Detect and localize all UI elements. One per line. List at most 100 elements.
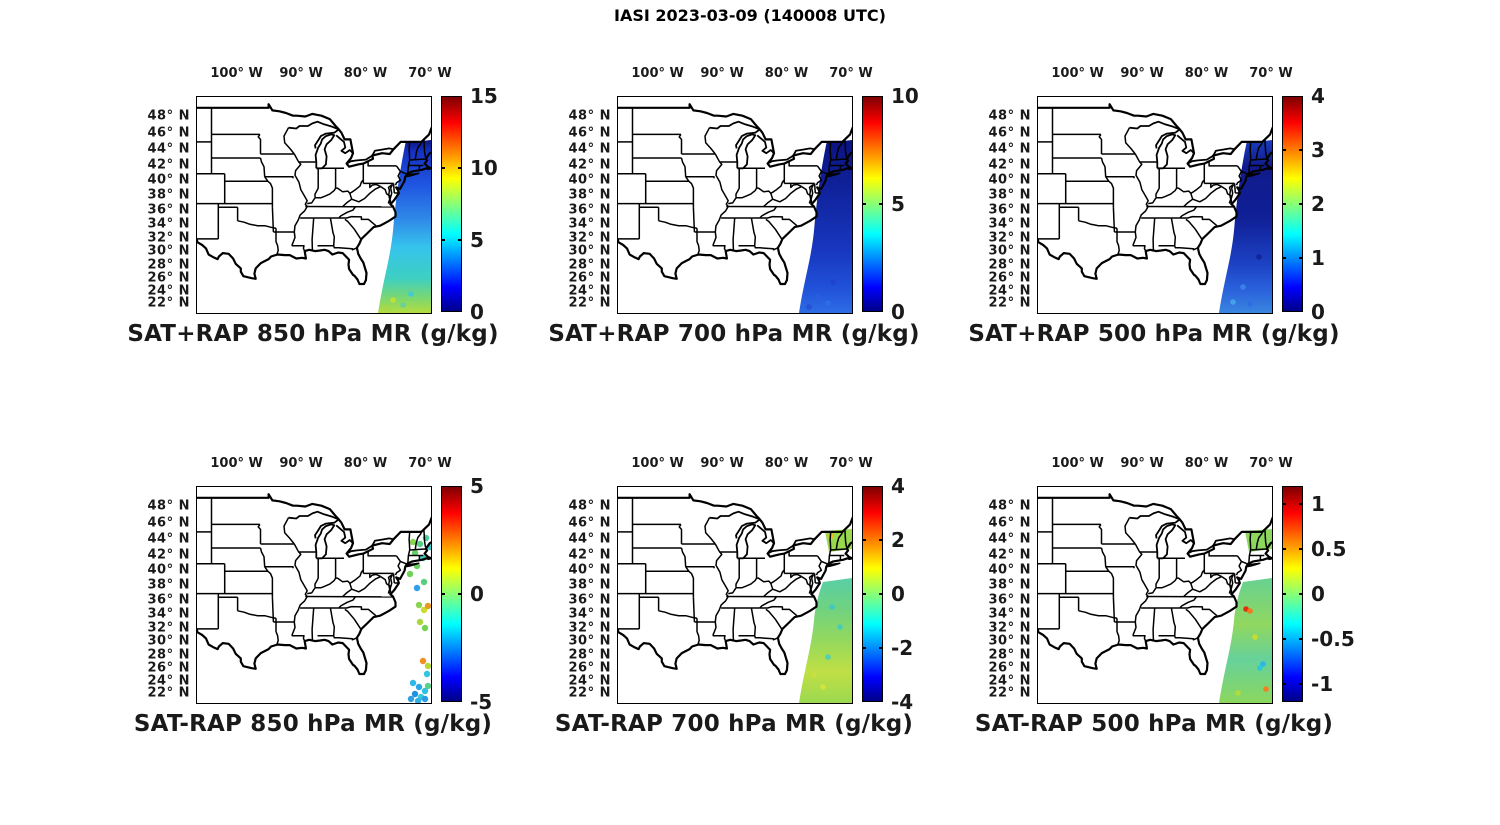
state-border bbox=[1132, 543, 1149, 636]
state-border bbox=[685, 566, 695, 598]
state-border bbox=[728, 569, 785, 595]
state-border bbox=[271, 207, 275, 233]
state-border bbox=[685, 176, 715, 179]
lat-tick-label: 34° N bbox=[147, 216, 190, 232]
lat-tick-label: 30° N bbox=[568, 243, 611, 259]
lat-tick-label: 48° N bbox=[568, 108, 611, 124]
state-border bbox=[1124, 127, 1136, 155]
state-border bbox=[369, 183, 382, 189]
state-border bbox=[750, 607, 757, 636]
colorbar-gradient bbox=[863, 97, 882, 311]
lat-tick-label: 32° N bbox=[988, 230, 1031, 246]
state-border bbox=[763, 583, 774, 598]
data-point bbox=[409, 679, 417, 687]
state-border bbox=[344, 608, 362, 630]
colorbar-tick-label: 0 bbox=[1311, 300, 1325, 324]
lat-tick-label: 26° N bbox=[988, 270, 1031, 286]
lat-tick-label: 38° N bbox=[568, 187, 611, 203]
map-canvas bbox=[617, 486, 853, 704]
colorbar-tick-label: 5 bbox=[470, 474, 484, 498]
state-border bbox=[1233, 183, 1237, 194]
state-border bbox=[1179, 206, 1198, 219]
colorbar-tick-mark bbox=[879, 539, 883, 541]
state-border bbox=[1245, 562, 1261, 568]
lat-tick-label: 32° N bbox=[147, 620, 190, 636]
map-canvas bbox=[617, 96, 853, 314]
panel-sat-plus-rap-850: 100° W 90° W 80° W 70° W 48° N 46° N 44° N 42° … bbox=[120, 54, 540, 362]
state-border bbox=[291, 153, 308, 246]
lat-tick-label: 26° N bbox=[988, 660, 1031, 676]
state-border bbox=[394, 165, 402, 186]
great-lake-outline bbox=[1155, 133, 1177, 170]
lon-tick-label: 70° W bbox=[1249, 66, 1293, 81]
lat-tick-label: 40° N bbox=[147, 172, 190, 188]
state-border bbox=[815, 555, 823, 576]
lat-tick-label: 30° N bbox=[988, 243, 1031, 259]
panel-title: SAT-RAP 500 hPa MR (g/kg) bbox=[974, 711, 1334, 737]
great-lake-outline bbox=[709, 510, 761, 521]
state-border bbox=[1235, 555, 1243, 576]
colorbar-tick-mark bbox=[458, 239, 462, 241]
colorbar-gradient bbox=[1283, 487, 1302, 701]
state-border bbox=[369, 573, 382, 579]
state-border bbox=[828, 531, 832, 564]
lat-tick-label: 36° N bbox=[147, 202, 190, 218]
colorbar-tick-label: 2 bbox=[1311, 192, 1325, 216]
state-border bbox=[821, 170, 828, 175]
state-border bbox=[1241, 170, 1248, 175]
great-lake-outline bbox=[735, 518, 761, 539]
lat-tick-label: 46° N bbox=[147, 125, 190, 141]
state-border bbox=[750, 217, 757, 246]
state-border bbox=[344, 218, 362, 240]
state-border bbox=[237, 220, 277, 229]
great-lake-outline bbox=[767, 154, 794, 165]
great-lake-outline bbox=[288, 120, 340, 131]
state-border bbox=[317, 244, 358, 251]
lat-tick-label: 46° N bbox=[147, 515, 190, 531]
state-border bbox=[1148, 569, 1205, 595]
lat-tick-label: 48° N bbox=[988, 498, 1031, 514]
state-border bbox=[409, 158, 426, 161]
colorbar-tick-mark bbox=[441, 239, 445, 241]
data-point bbox=[415, 683, 423, 691]
colorbar-tick-label: 10 bbox=[891, 84, 919, 108]
data-point bbox=[825, 654, 831, 660]
lat-tick-label: 42° N bbox=[568, 157, 611, 173]
data-point bbox=[1260, 661, 1266, 667]
state-border bbox=[813, 183, 817, 194]
state-border bbox=[314, 558, 319, 587]
state-border bbox=[283, 127, 295, 155]
state-border bbox=[1183, 583, 1194, 598]
data-point bbox=[811, 672, 817, 678]
lat-tick-label: 36° N bbox=[147, 592, 190, 608]
state-border bbox=[1235, 165, 1243, 186]
colorbar-tick-mark bbox=[1282, 638, 1286, 640]
data-point bbox=[407, 695, 415, 703]
data-point bbox=[400, 302, 406, 308]
colorbar-tick-mark bbox=[1299, 638, 1303, 640]
lat-tick-label: 32° N bbox=[988, 620, 1031, 636]
state-border bbox=[1170, 217, 1177, 246]
state-border bbox=[696, 228, 700, 255]
state-border bbox=[1179, 605, 1218, 617]
great-lake-outline bbox=[1187, 154, 1214, 165]
state-border bbox=[728, 179, 785, 205]
lat-tick-label: 30° N bbox=[147, 633, 190, 649]
lon-tick-label: 90° W bbox=[279, 66, 323, 81]
lon-tick-label: 100° W bbox=[631, 66, 684, 81]
data-point bbox=[1263, 686, 1269, 692]
great-lake-outline bbox=[735, 133, 757, 170]
colorbar-tick-label: 5 bbox=[891, 192, 905, 216]
lat-tick-label: 36° N bbox=[568, 202, 611, 218]
state-border bbox=[704, 517, 716, 545]
colorbar-tick-label: 10 bbox=[470, 156, 498, 180]
great-lake-outline bbox=[1176, 524, 1195, 545]
state-border bbox=[387, 183, 394, 204]
state-border bbox=[264, 566, 294, 569]
lat-tick-label: 48° N bbox=[147, 108, 190, 124]
lon-tick-label: 100° W bbox=[631, 456, 684, 471]
state-border bbox=[275, 618, 279, 645]
colorbar-tick-label: 0 bbox=[1311, 582, 1325, 606]
lat-tick-label: 46° N bbox=[988, 125, 1031, 141]
state-border bbox=[338, 605, 377, 617]
